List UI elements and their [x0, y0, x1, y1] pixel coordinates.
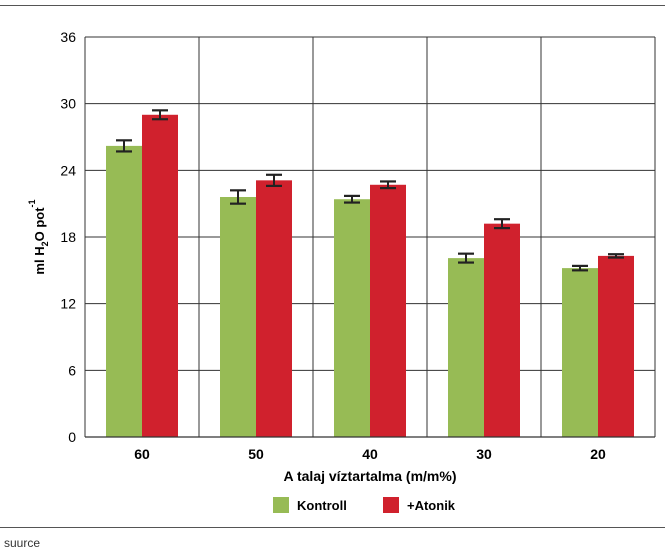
bar-atonik — [484, 223, 520, 437]
y-axis-title-part: ml H — [32, 246, 47, 274]
bar-atonik — [142, 114, 178, 438]
y-tick-label: 6 — [68, 362, 76, 378]
y-axis-title-part: O pot — [32, 207, 47, 242]
x-tick-label: 30 — [476, 446, 492, 462]
bar-atonik — [598, 255, 634, 437]
x-tick-label: 20 — [590, 446, 606, 462]
bar-kontroll — [106, 145, 142, 437]
bar-kontroll — [448, 258, 484, 437]
legend-label: +Atonik — [407, 498, 456, 513]
y-tick-label: 30 — [60, 96, 76, 112]
y-tick-label: 24 — [60, 162, 76, 178]
top-rule — [0, 5, 665, 6]
x-axis-title: A talaj víztartalma (m/m%) — [284, 468, 457, 484]
legend-swatch — [273, 497, 289, 513]
bar-kontroll — [334, 199, 370, 437]
bar-atonik — [370, 184, 406, 437]
y-tick-label: 18 — [60, 229, 76, 245]
y-axis-title-sub: 2 — [40, 241, 50, 246]
x-tick-label: 40 — [362, 446, 378, 462]
y-axis-title-sup: -1 — [27, 199, 37, 207]
x-tick-label: 50 — [248, 446, 264, 462]
bar-kontroll — [562, 268, 598, 437]
bar-chart: 0 6 12 18 24 30 36 60 50 40 30 20 A talaj víztartalm… — [27, 29, 656, 513]
bar-kontroll — [220, 197, 256, 437]
y-tick-label: 36 — [60, 29, 76, 45]
legend-swatch — [383, 497, 399, 513]
y-axis-title: ml H2O pot-1 — [27, 199, 50, 274]
y-tick-label: 0 — [68, 429, 76, 445]
bottom-rule — [0, 527, 665, 528]
x-tick-label: 60 — [134, 446, 150, 462]
bar-atonik — [256, 180, 292, 438]
source-note: suurce — [4, 536, 41, 550]
legend-label: Kontroll — [297, 498, 347, 513]
y-tick-label: 12 — [60, 296, 76, 312]
